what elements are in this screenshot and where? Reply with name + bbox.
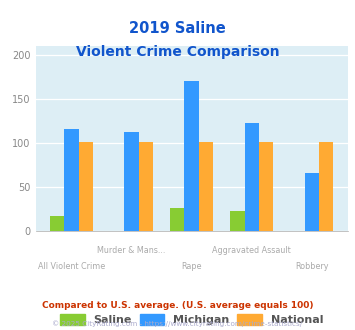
Text: © 2025 CityRating.com - https://www.cityrating.com/crime-statistics/: © 2025 CityRating.com - https://www.city… bbox=[53, 321, 302, 327]
Text: Robbery: Robbery bbox=[295, 262, 329, 271]
Bar bbox=[124, 132, 139, 231]
Text: 2019 Saline: 2019 Saline bbox=[129, 21, 226, 36]
Bar bbox=[79, 142, 93, 231]
Bar bbox=[230, 211, 245, 231]
Text: All Violent Crime: All Violent Crime bbox=[38, 262, 105, 271]
Text: Compared to U.S. average. (U.S. average equals 100): Compared to U.S. average. (U.S. average … bbox=[42, 301, 313, 310]
Bar bbox=[305, 173, 319, 231]
Text: Aggravated Assault: Aggravated Assault bbox=[212, 246, 291, 255]
Bar bbox=[259, 142, 273, 231]
Bar bbox=[64, 129, 79, 231]
Text: Rape: Rape bbox=[181, 262, 202, 271]
Text: Violent Crime Comparison: Violent Crime Comparison bbox=[76, 45, 279, 58]
Bar bbox=[139, 142, 153, 231]
Bar bbox=[170, 208, 185, 231]
Bar bbox=[199, 142, 213, 231]
Text: Murder & Mans...: Murder & Mans... bbox=[97, 246, 166, 255]
Legend: Saline, Michigan, National: Saline, Michigan, National bbox=[60, 314, 323, 325]
Bar bbox=[50, 216, 64, 231]
Bar bbox=[245, 123, 259, 231]
Bar bbox=[185, 82, 199, 231]
Bar bbox=[319, 142, 333, 231]
